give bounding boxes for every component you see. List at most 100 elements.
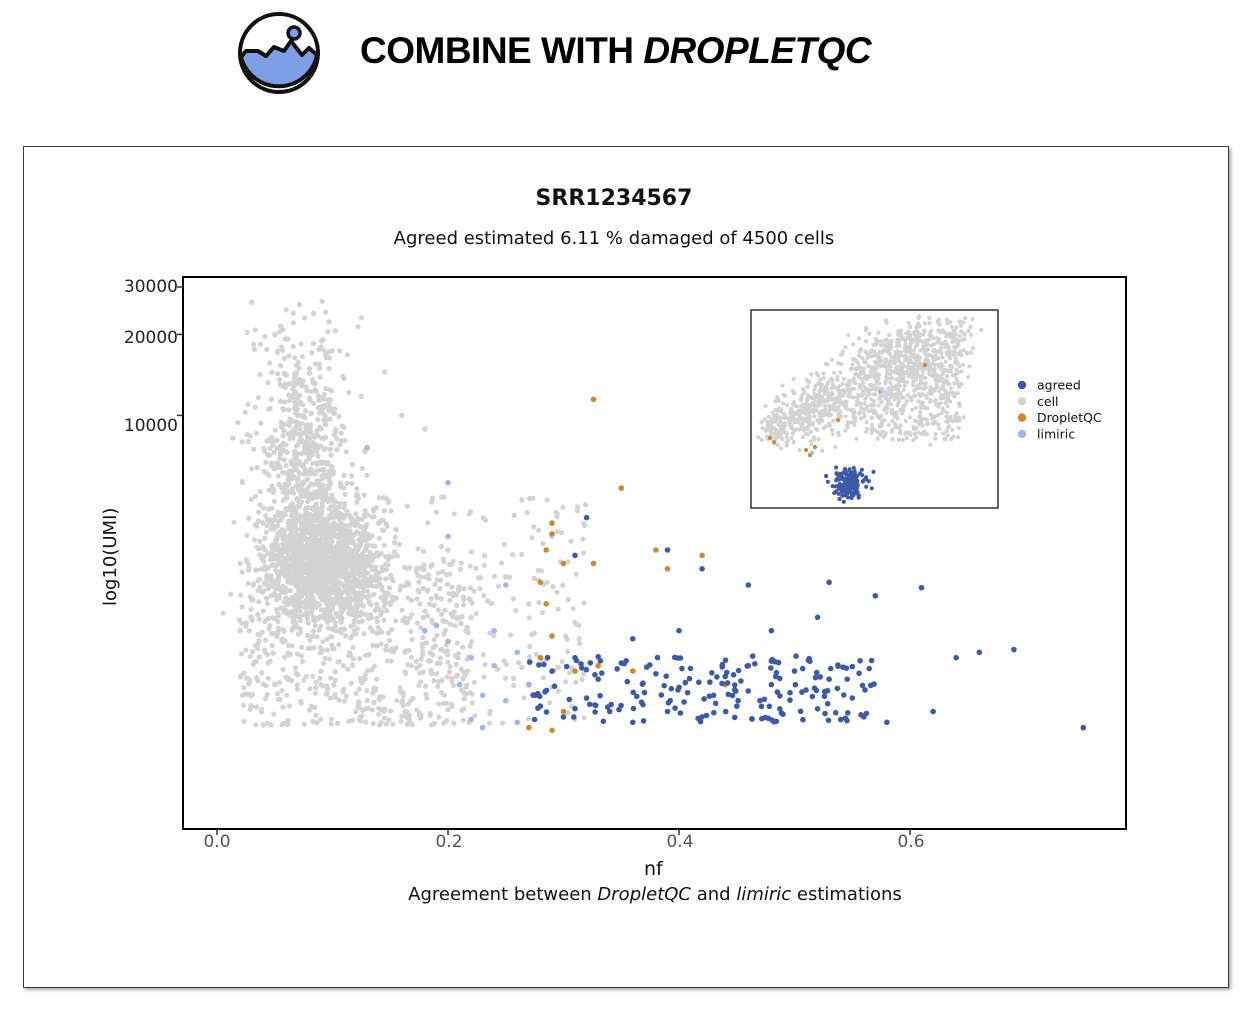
inset-cell-point (873, 376, 878, 381)
inset-cell-point (859, 401, 864, 407)
inset-agreed-point (852, 470, 857, 475)
inset-cell-point (959, 323, 964, 328)
cell-point (296, 584, 302, 590)
cell-point (274, 552, 280, 559)
inset-cell-point (847, 382, 852, 387)
inset-cell-point (817, 396, 822, 401)
x-tick-label: 0.6 (897, 832, 925, 852)
cell-point (349, 540, 355, 546)
agreed-point (759, 715, 765, 722)
cell-point (296, 567, 302, 574)
cell-point (284, 494, 290, 501)
cell-point (382, 369, 388, 375)
inset-cell-point (954, 416, 960, 421)
inset-cell-point (904, 380, 909, 385)
inset-cell-point (892, 397, 897, 402)
cell-point (320, 337, 326, 343)
cell-point (362, 569, 368, 575)
cell-point (434, 671, 440, 677)
inset-cell-point (894, 344, 899, 349)
cell-point (427, 658, 433, 664)
inset-cell-point (812, 414, 817, 419)
cell-point (334, 447, 340, 453)
inset-cell-point (765, 420, 770, 425)
cell-point (450, 682, 456, 689)
cell-point (354, 605, 360, 611)
cell-point (460, 644, 466, 650)
cell-point (430, 645, 436, 651)
cell-point (265, 380, 271, 386)
inset-cell-point (968, 332, 974, 338)
inset-cell-point (871, 373, 876, 378)
cell-point (540, 609, 546, 616)
cell-point (383, 721, 389, 727)
agreed-point (709, 670, 715, 676)
cell-point (397, 685, 403, 691)
chart-subtitle: Agreed estimated 6.11 % damaged of 4500 … (393, 228, 835, 249)
agreed-point (835, 662, 841, 668)
cell-point (321, 391, 327, 398)
cell-point (365, 668, 371, 674)
cell-point (391, 549, 398, 555)
cell-point (371, 700, 377, 706)
inset-cell-point (869, 348, 874, 353)
cell-point (538, 568, 545, 574)
inset-cell-point (909, 398, 914, 403)
cell-point (348, 605, 354, 611)
cell-point (283, 442, 289, 448)
cell-point (274, 691, 280, 697)
cell-point (293, 504, 299, 510)
inset-cell-point (797, 448, 802, 453)
cell-point (370, 628, 376, 634)
inset-cell-point (923, 366, 928, 371)
cell-point (268, 461, 274, 467)
agreed-point (787, 689, 793, 696)
cell-point (332, 628, 338, 634)
agreed-point (640, 680, 646, 686)
inset-cell-point (900, 395, 905, 400)
cell-point (324, 683, 330, 689)
cell-point (381, 708, 387, 715)
cell-point (564, 636, 570, 642)
y-tick-label: 10000 (123, 416, 178, 436)
cell-point (302, 552, 308, 559)
agreed-point (711, 709, 717, 716)
inset-cell-point (904, 399, 909, 404)
cell-point (420, 548, 427, 555)
inset-cell-point (899, 367, 904, 372)
cell-point (303, 384, 309, 390)
limiric-point (445, 533, 451, 540)
cell-point (297, 626, 303, 632)
agreed-point (976, 649, 983, 656)
inset-agreed-point (842, 482, 847, 487)
inset-cell-point (831, 418, 836, 423)
cell-point (374, 676, 380, 682)
agreed-point (768, 627, 775, 634)
inset-cell-point (827, 408, 832, 413)
cell-point (359, 713, 365, 719)
inset-cell-point (823, 361, 828, 366)
cell-point (426, 576, 432, 582)
cell-point (461, 586, 467, 592)
cell-point (353, 691, 359, 697)
inset-cell-point (950, 427, 955, 432)
agreed-point (744, 663, 750, 669)
cell-point (329, 511, 336, 517)
cell-point (527, 654, 533, 660)
inset-cell-point (888, 376, 894, 381)
cell-point (491, 573, 498, 580)
agreed-point (797, 708, 804, 715)
cell-point (324, 690, 330, 696)
agreed-point (536, 693, 543, 700)
cell-point (306, 395, 313, 401)
inset-cell-point (805, 402, 810, 407)
cell-point (381, 508, 387, 514)
cell-point (555, 664, 561, 670)
inset-cell-point (929, 391, 934, 396)
agreed-point (543, 687, 550, 694)
inset-cell-point (908, 324, 913, 330)
agreed-point (814, 706, 821, 712)
agreed-point (825, 717, 832, 724)
cell-point (555, 688, 562, 694)
inset-cell-point (884, 391, 889, 397)
